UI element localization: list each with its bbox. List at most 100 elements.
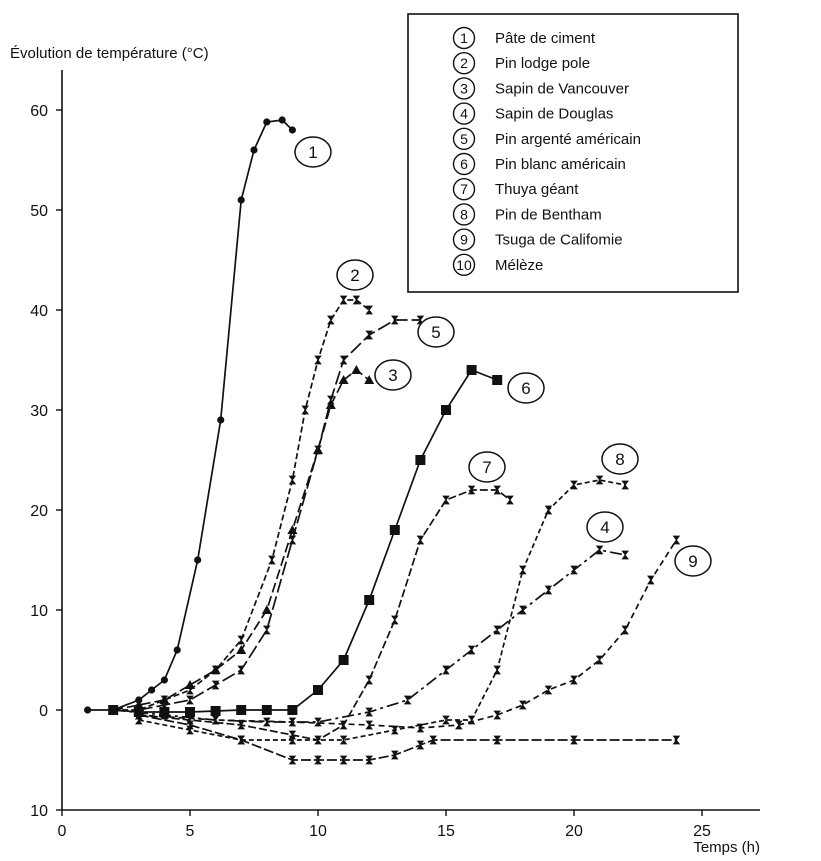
- series-8-point: [519, 565, 527, 575]
- series-6-point: [287, 705, 298, 715]
- callout-3: 3: [374, 359, 412, 391]
- series-10-point: [429, 735, 437, 745]
- callout-1-label: 1: [308, 143, 317, 162]
- legend-item-6-label: Pin blanc américain: [495, 156, 626, 173]
- series-6-point: [236, 705, 247, 715]
- legend-item-10: 10 Mélèze: [452, 253, 543, 276]
- series-4-point: [467, 645, 476, 655]
- callout-9-label: 9: [688, 552, 697, 571]
- series-2-point: [268, 555, 276, 565]
- series-8-point: [339, 735, 348, 745]
- x-tick-label: 10: [309, 823, 327, 840]
- legend-item-3-number: 3: [460, 80, 468, 96]
- series-1-point: [160, 676, 168, 684]
- chart-legend: 1 Pâte de ciment 2 Pin lodge pole 3 Sapin de …: [407, 13, 739, 293]
- x-tick-label: 5: [186, 823, 195, 840]
- series-4-point: [365, 707, 373, 717]
- y-tick-label: 10: [30, 803, 48, 820]
- series-7-point: [506, 495, 514, 505]
- callout-9: 9: [674, 545, 712, 577]
- series-3-point: [351, 365, 362, 374]
- series-1-line: [87, 119, 293, 711]
- series-10-point: [416, 740, 425, 750]
- series-layer: [84, 116, 681, 765]
- legend-item-8-circle: [452, 203, 476, 226]
- series-7-point: [467, 485, 476, 495]
- legend-item-2: 2 Pin lodge pole: [452, 52, 590, 75]
- series-1-point: [250, 146, 258, 154]
- series-8-point: [442, 715, 450, 725]
- series-9-point: [570, 675, 578, 685]
- series-10-point: [135, 710, 143, 720]
- legend-item-4-circle: [452, 102, 476, 125]
- series-4-point: [403, 695, 412, 705]
- series-6-point: [492, 375, 503, 385]
- callout-2: 2: [336, 259, 374, 291]
- series-2-point: [339, 295, 348, 305]
- series-6-line: [113, 368, 498, 713]
- series-2-point: [352, 295, 361, 305]
- series-1-point: [263, 118, 271, 126]
- series-9-point: [493, 710, 501, 720]
- legend-item-9-circle: [452, 228, 476, 251]
- legend-item-2-circle: [452, 52, 476, 75]
- series-7-point: [314, 735, 322, 745]
- series-7-line: [138, 489, 511, 741]
- series-7-point: [442, 495, 450, 505]
- series-1-point: [148, 686, 156, 694]
- callout-6: 6: [507, 372, 545, 404]
- series-3-point: [236, 645, 247, 654]
- legend-item-5: 5 Pin argenté américain: [452, 127, 641, 151]
- legend-item-1-label: Pâte de ciment: [495, 30, 596, 47]
- legend-item-7: 7 Thuya géant: [452, 177, 579, 201]
- series-5-point: [327, 395, 335, 405]
- series-8: [135, 475, 629, 745]
- callout-4: 4: [586, 511, 624, 543]
- series-6-point: [261, 705, 272, 715]
- series-5-point: [391, 315, 399, 325]
- series-5-point: [237, 665, 245, 675]
- series-5: [135, 315, 425, 715]
- series-1-point: [278, 116, 286, 124]
- series-5-point: [314, 445, 322, 455]
- y-axis-title: Évolution de température (°C): [10, 45, 209, 62]
- series-2-point: [288, 475, 297, 485]
- callout-7-circle: [468, 451, 506, 483]
- series-2-point: [237, 635, 245, 645]
- callout-6-label: 6: [521, 379, 530, 398]
- series-6-point: [364, 595, 375, 605]
- series-callouts: 1 2 3 4 5 6 7 8 9: [294, 136, 712, 577]
- series-5-point: [365, 330, 373, 340]
- x-tick-label: 0: [58, 823, 67, 840]
- callout-6-circle: [507, 372, 545, 404]
- series-10-point: [314, 755, 322, 765]
- series-9-point: [416, 723, 425, 733]
- series-9-point: [621, 625, 629, 635]
- series-6-point: [108, 705, 119, 715]
- series-10-point: [237, 735, 245, 745]
- series-6-point: [185, 707, 195, 717]
- series-10-point: [288, 755, 297, 765]
- legend-item-9-number: 9: [460, 232, 468, 248]
- callout-3-circle: [374, 359, 412, 391]
- series-1-point: [135, 696, 143, 704]
- x-tick-label: 15: [437, 823, 455, 840]
- series-5-point: [186, 695, 194, 705]
- legend-item-4: 4 Sapin de Douglas: [452, 102, 613, 125]
- x-axis-title: Temps (h): [693, 839, 760, 856]
- series-2-point: [365, 305, 373, 315]
- series-4-point: [595, 545, 604, 555]
- series-10-point: [672, 735, 681, 745]
- legend-item-1: 1 Pâte de ciment: [452, 26, 596, 50]
- callout-7-label: 7: [482, 458, 491, 477]
- series-3-point: [185, 680, 195, 689]
- callout-7: 7: [468, 451, 506, 483]
- y-tick-label: 10: [30, 603, 48, 620]
- series-1-point: [84, 706, 92, 714]
- series-4-point: [519, 605, 527, 615]
- callout-5: 5: [417, 316, 455, 348]
- series-2-point: [327, 315, 335, 325]
- legend-item-2-label: Pin lodge pole: [495, 55, 590, 72]
